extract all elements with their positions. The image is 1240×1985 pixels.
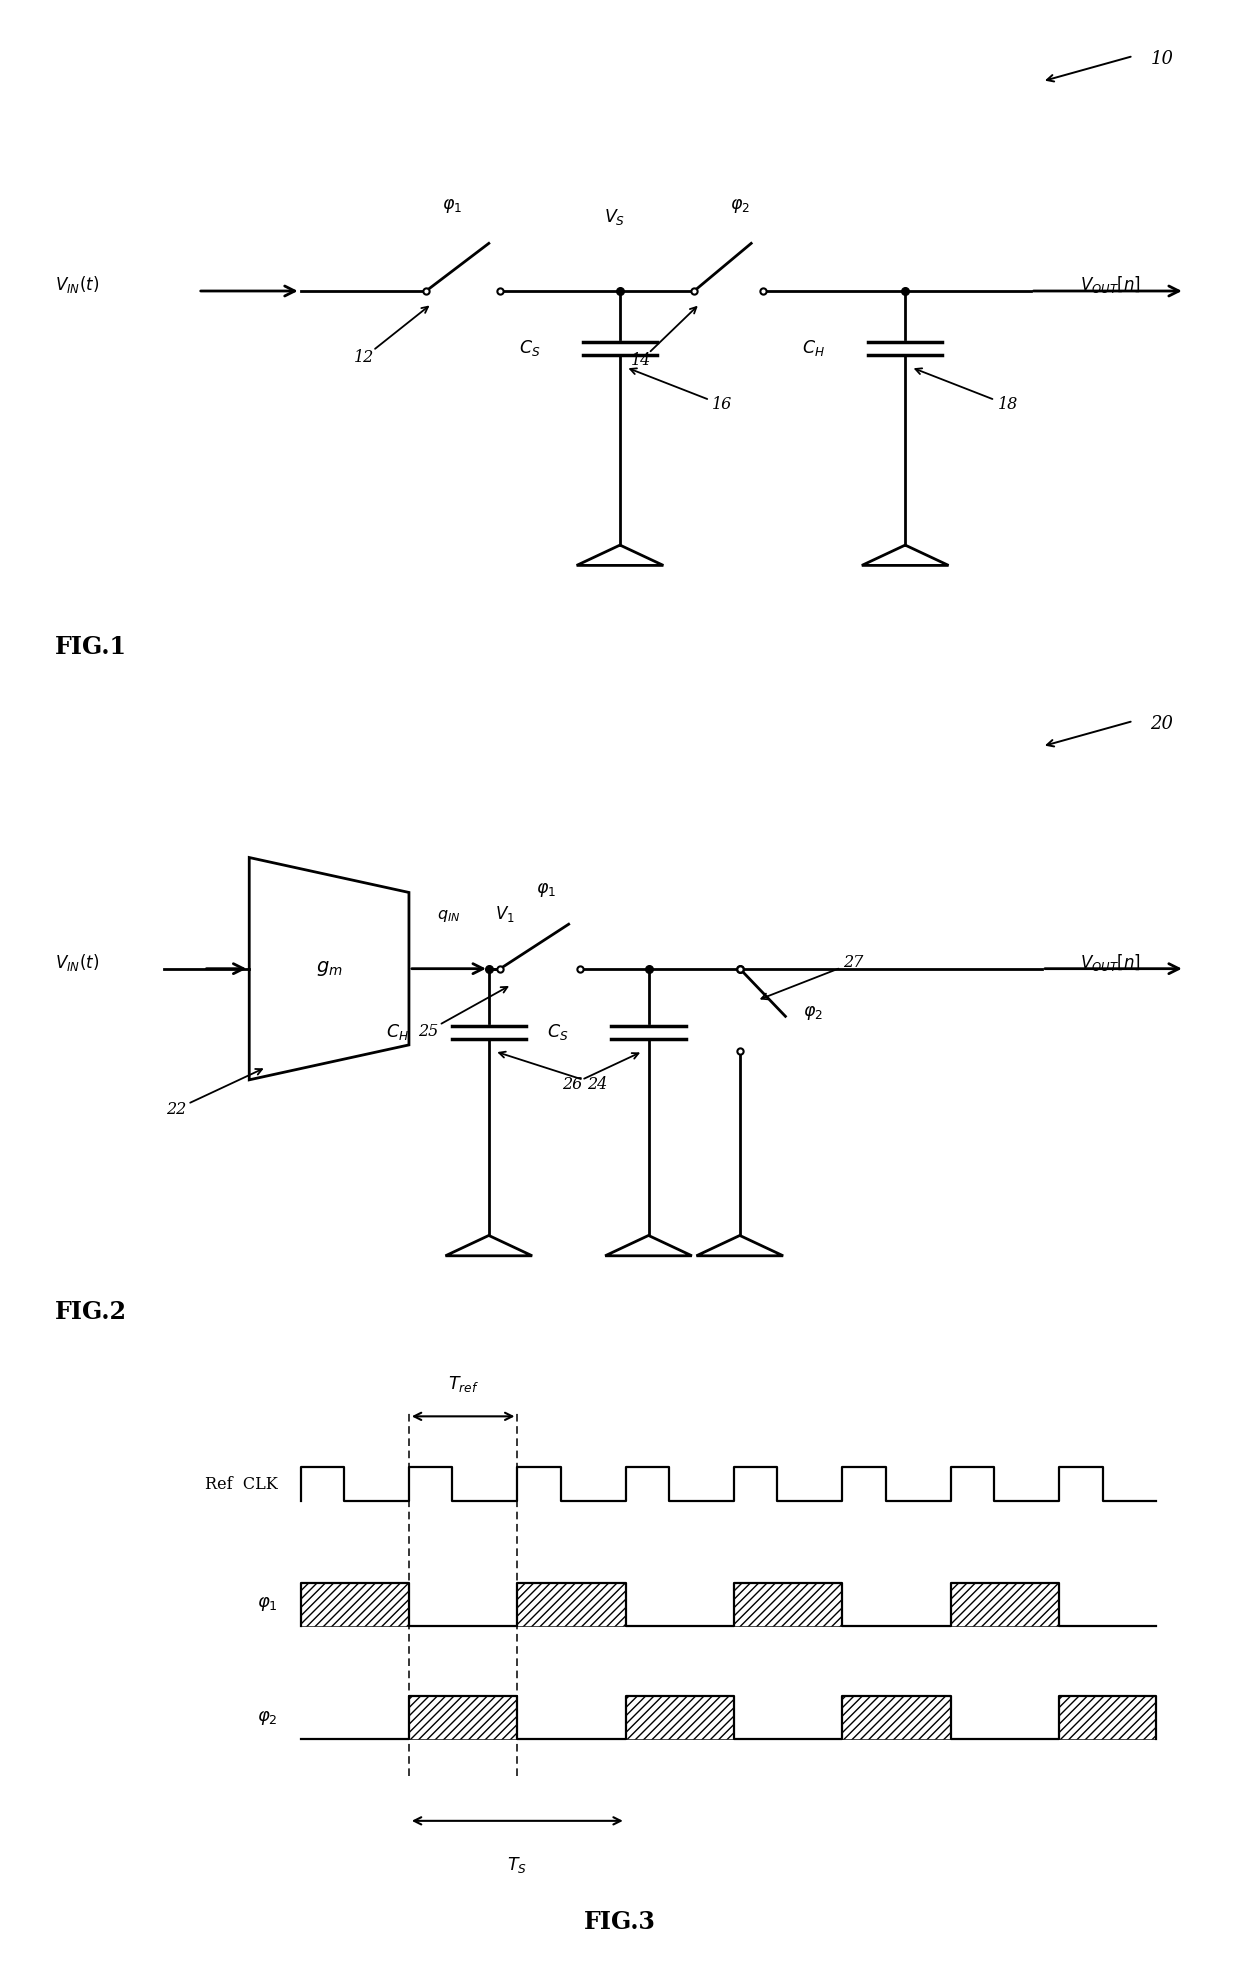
- Text: $T_{ref}$: $T_{ref}$: [448, 1374, 479, 1393]
- Text: $\varphi_1$: $\varphi_1$: [257, 1596, 278, 1614]
- Text: $V_1$: $V_1$: [495, 905, 515, 925]
- Text: $V_{OUT}[n]$: $V_{OUT}[n]$: [1080, 953, 1141, 973]
- Bar: [626, 1697, 734, 1739]
- Text: $C_S$: $C_S$: [547, 1022, 569, 1042]
- Text: 22: 22: [166, 1102, 186, 1118]
- Text: 16: 16: [712, 397, 733, 413]
- Text: $\varphi_2$: $\varphi_2$: [802, 1004, 822, 1022]
- Text: 12: 12: [353, 349, 374, 365]
- Bar: [409, 1697, 517, 1739]
- Text: Ref  CLK: Ref CLK: [205, 1475, 278, 1493]
- Text: 25: 25: [418, 1022, 438, 1040]
- Text: 10: 10: [1151, 50, 1173, 67]
- Text: $q_{IN}$: $q_{IN}$: [438, 907, 460, 925]
- Text: FIG.2: FIG.2: [56, 1300, 128, 1324]
- Text: 24: 24: [587, 1076, 606, 1092]
- Bar: [517, 1584, 626, 1626]
- Bar: [300, 1584, 409, 1626]
- Text: $C_H$: $C_H$: [386, 1022, 409, 1042]
- Text: $C_H$: $C_H$: [802, 337, 826, 357]
- Text: $V_{OUT}[n]$: $V_{OUT}[n]$: [1080, 274, 1141, 296]
- Text: $V_{IN}(t)$: $V_{IN}(t)$: [56, 274, 99, 296]
- Text: $\varphi_2$: $\varphi_2$: [257, 1709, 278, 1727]
- Text: $\varphi_1$: $\varphi_1$: [441, 197, 461, 214]
- Text: 27: 27: [843, 955, 864, 971]
- Text: $V_{IN}(t)$: $V_{IN}(t)$: [56, 953, 99, 973]
- Bar: [951, 1584, 1059, 1626]
- Bar: [734, 1584, 842, 1626]
- Text: $\varphi_1$: $\varphi_1$: [536, 881, 556, 899]
- Text: $C_S$: $C_S$: [518, 337, 541, 357]
- Text: $T_S$: $T_S$: [507, 1854, 527, 1874]
- Text: $g_m$: $g_m$: [316, 959, 342, 979]
- Text: $\varphi_2$: $\varphi_2$: [730, 197, 750, 214]
- Text: 20: 20: [1151, 715, 1173, 732]
- Text: 26: 26: [563, 1076, 583, 1092]
- Text: FIG.1: FIG.1: [56, 635, 128, 659]
- Text: 18: 18: [997, 397, 1018, 413]
- Text: FIG.3: FIG.3: [584, 1910, 656, 1933]
- Text: 14: 14: [631, 351, 651, 369]
- Text: $V_S$: $V_S$: [604, 208, 625, 228]
- Bar: [1059, 1697, 1156, 1739]
- Bar: [842, 1697, 951, 1739]
